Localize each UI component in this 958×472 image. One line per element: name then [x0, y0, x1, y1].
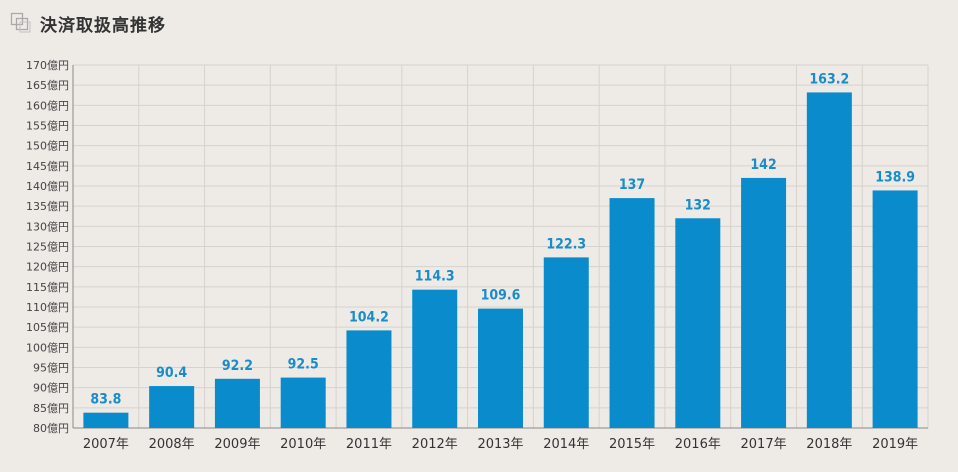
x-tick-label: 2007年 [83, 437, 129, 452]
bar-value-label: 92.5 [288, 357, 319, 373]
x-tick-label: 2013年 [477, 437, 523, 452]
bar-value-label: 138.9 [875, 169, 915, 185]
bar [543, 257, 589, 428]
x-tick-label: 2019年 [872, 437, 918, 452]
bar-value-label: 104.2 [349, 309, 389, 325]
x-tick-label: 2014年 [543, 437, 589, 452]
bar-value-label: 83.8 [90, 392, 121, 408]
bar-value-label: 142 [750, 157, 776, 173]
y-tick-label: 160億円 [26, 99, 69, 112]
x-tick-label: 2016年 [675, 437, 721, 452]
x-tick-label: 2011年 [346, 437, 392, 452]
y-tick-label: 85億円 [33, 402, 69, 415]
bar [149, 386, 195, 428]
bar [675, 218, 721, 428]
y-tick-label: 100億円 [26, 341, 69, 354]
y-tick-label: 105億円 [26, 321, 69, 334]
x-tick-label: 2009年 [214, 437, 260, 452]
bar-value-label: 90.4 [156, 365, 187, 381]
bar [412, 289, 458, 428]
bar [346, 330, 392, 428]
y-tick-label: 90億円 [33, 382, 69, 395]
chart-title: 決済取扱高推移 [40, 15, 166, 36]
x-tick-label: 2017年 [741, 437, 787, 452]
y-tick-label: 170億円 [26, 59, 69, 72]
bar-value-label: 114.3 [415, 269, 455, 285]
y-tick-label: 80億円 [33, 422, 69, 435]
bar [806, 92, 852, 428]
y-tick-label: 130億円 [26, 220, 69, 233]
y-tick-label: 155億円 [26, 120, 69, 133]
x-tick-label: 2018年 [806, 437, 852, 452]
y-tick-label: 95億円 [33, 362, 69, 375]
x-tick-label: 2015年 [609, 437, 655, 452]
x-tick-label: 2010年 [280, 437, 326, 452]
value-labels: 83.8 90.4 92.2 92.5 104.2 114.3 109.6 122.3 137 1… [90, 71, 915, 407]
x-tick-label: 2008年 [149, 437, 195, 452]
bar [872, 190, 918, 428]
y-tick-label: 135億円 [26, 200, 69, 213]
y-tick-label: 115億円 [26, 281, 69, 294]
y-axis-ticks: 80億円 85億円 90億円 95億円 100億円 105億円 110億円 115億円 120億… [26, 59, 69, 435]
bar [741, 177, 787, 428]
bar-value-label: 122.3 [546, 236, 586, 252]
bar-value-label: 92.2 [222, 358, 253, 374]
bar [280, 377, 326, 428]
y-tick-label: 125億円 [26, 241, 69, 254]
bar [478, 308, 523, 428]
bar [83, 412, 129, 428]
bar-value-label: 163.2 [809, 71, 849, 87]
bar-value-label: 137 [619, 177, 645, 193]
x-tick-label: 2012年 [412, 437, 458, 452]
bar [214, 378, 260, 428]
bar-value-label: 132 [685, 197, 711, 213]
bar [609, 198, 655, 428]
y-tick-label: 150億円 [26, 140, 69, 153]
bar-value-label: 109.6 [481, 288, 521, 304]
overlapping-squares-icon [10, 12, 31, 33]
y-tick-label: 145億円 [26, 160, 69, 173]
x-axis-ticks: 2007年 2008年 2009年 2010年 2011年 2012年 2013年 2014年… [83, 437, 918, 452]
chart-header: 決済取扱高推移 [10, 10, 166, 36]
bars [83, 92, 918, 428]
y-tick-label: 140億円 [26, 180, 69, 193]
y-tick-label: 110億円 [26, 301, 69, 314]
y-tick-label: 165億円 [26, 79, 69, 92]
y-tick-label: 120億円 [26, 261, 69, 274]
